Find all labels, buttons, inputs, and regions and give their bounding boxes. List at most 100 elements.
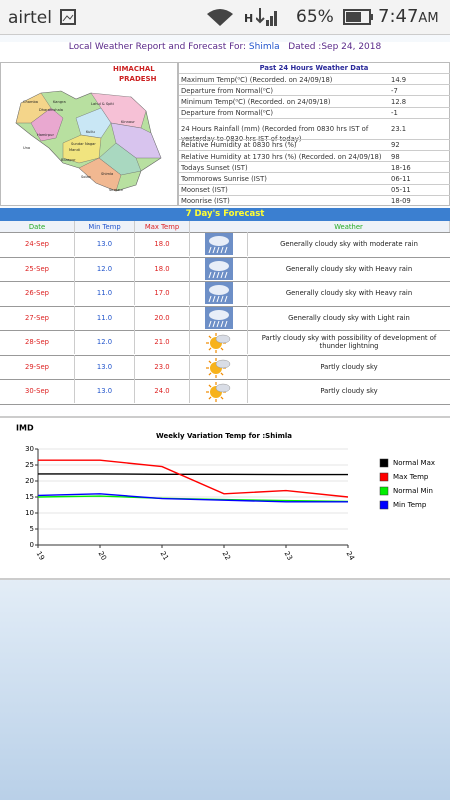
icon-ray (220, 347, 223, 351)
map-label: Hamirpur (37, 133, 54, 137)
column-header: Weather (248, 221, 450, 232)
forecast-date: 29-Sep (0, 354, 75, 379)
weather-text: Generally cloudy sky with moderate rain (280, 240, 418, 248)
past-label: Minimum Temp(⁰C) (Recorded. on 24/09/18) (181, 97, 331, 106)
legend-swatch (379, 472, 389, 482)
icon-cell (190, 305, 248, 330)
icon-cloud (208, 285, 229, 295)
legend-swatch (379, 500, 389, 510)
legend-swatch (379, 458, 389, 468)
icon-cloud (215, 383, 230, 393)
icon-ray (208, 372, 211, 375)
past-row: Maximum Temp(⁰C) (Recorded. on 24/09/18)… (179, 73, 450, 85)
y-tick-label: 25 (25, 461, 34, 469)
past-label: Moonrise (IST) (181, 197, 230, 206)
carrier: airtel (8, 8, 52, 28)
chart-panel: IMD Weekly Variation Temp for :Shimla 0 5 10… (0, 416, 450, 580)
forecast-date: 24-Sep (0, 232, 75, 256)
time: 7:47 (378, 6, 419, 27)
forecast-table: 7 Day's Forecast Date Min Temp Max Temp Wea… (0, 208, 450, 405)
past-row: Departure from Normal(⁰C) -7 (179, 84, 450, 96)
icon-rain (220, 320, 223, 327)
past-value: 92 (391, 141, 400, 150)
forecast-date: 30-Sep (0, 379, 75, 403)
past-value: 06-11 (391, 174, 411, 183)
forecast-date: 28-Sep (0, 330, 75, 354)
region (75, 107, 112, 139)
past-label: Maximum Temp(⁰C) (Recorded. on 24/09/18) (181, 75, 333, 84)
past-24-hours: Past 24 Hours Weather Data Maximum Temp(… (178, 62, 450, 206)
forecast-row: 27-Sep 11.0 20.0 Generally cloudy sky with … (0, 305, 450, 331)
map-title: PRADESH (119, 75, 157, 83)
forecast-row: 24-Sep 13.0 18.0 Generally cloudy sky with … (0, 232, 450, 258)
icon-cloud (208, 236, 229, 246)
map-title: HIMACHAL (113, 65, 155, 73)
forecast-row: 26-Sep 11.0 17.0 Generally cloudy sky with … (0, 281, 450, 307)
x-tick-label: 20 (97, 550, 108, 562)
logo-text: IMD (16, 424, 34, 433)
weather-icon (204, 282, 233, 304)
past-row: Relative Humidity at 1730 hrs (%) (Recor… (179, 150, 450, 162)
icon-cloud (208, 309, 229, 320)
chart: IMD Weekly Variation Temp for :Shimla 0 5 10… (16, 424, 435, 563)
map-label: Sirmaur (109, 188, 124, 192)
battery-percent: 65% (296, 7, 334, 27)
column-header: Date (0, 221, 75, 232)
past-value: 05-11 (391, 186, 411, 195)
gallery-icon (60, 9, 76, 25)
forecast-row: 30-Sep 13.0 24.0 Partly cloudy sky (0, 379, 450, 405)
icon-rain (216, 320, 219, 327)
column-header: Min Temp (75, 221, 135, 232)
past-value: 98 (391, 152, 400, 161)
forecast-row: 25-Sep 12.0 18.0 Generally cloudy sky with … (0, 256, 450, 282)
map-label: Kullu (86, 130, 95, 134)
y-tick-label: 10 (25, 509, 34, 517)
max-temp: 20.0 (135, 305, 190, 330)
icon-rain (220, 271, 223, 278)
header-title: Local Weather Report and Forecast For: (68, 42, 247, 52)
past-title: Past 24 Hours Weather Data (259, 64, 369, 72)
y-tick-label: 0 (30, 541, 34, 549)
icon-rain (216, 246, 219, 254)
y-tick-label: 15 (25, 493, 34, 501)
chart-title: Weekly Variation Temp for :Shimla (156, 432, 292, 440)
series-line (38, 459, 349, 498)
x-tick-label: 21 (159, 550, 170, 562)
max-temp: 17.0 (135, 281, 190, 305)
x-tick-label: 22 (221, 550, 232, 562)
past-row: Moonrise (IST) 18-09 (179, 194, 450, 207)
past-label: Moonset (IST) (181, 186, 228, 195)
x-tick-label: 19 (35, 550, 46, 562)
icon-rain (216, 271, 219, 278)
icon-rain (220, 295, 223, 303)
max-temp: 18.0 (135, 256, 190, 281)
icon-ray (220, 396, 223, 400)
icon-rain (224, 295, 227, 303)
map-label: Sundar Nagar (71, 142, 96, 146)
map-label: Solan (81, 175, 91, 179)
past-value: 14.9 (391, 75, 407, 84)
past-value: -7 (391, 86, 398, 95)
past-value: 18-16 (391, 163, 411, 172)
map-label: Mandi (69, 148, 80, 152)
map-label: Chamba (23, 100, 38, 104)
past-row: Departure from Normal(⁰C) -1 (179, 106, 450, 119)
region (30, 107, 64, 142)
dated: Dated :Sep 24, 2018 (288, 42, 382, 52)
icon-ray (208, 360, 211, 363)
icon-cloud (208, 260, 229, 271)
weather-text: Generally cloudy sky with Heavy rain (285, 289, 413, 297)
past-row: Todays Sunset (IST) 18-16 (179, 161, 450, 173)
map-panel: HIMACHAL PRADESH Chamba Kangra Lahul & Spi… (0, 62, 178, 206)
map-label: Shimla (101, 172, 113, 176)
past-row: Minimum Temp(⁰C) (Recorded. on 24/09/18)… (179, 95, 450, 107)
map-label: Kinnaur (121, 120, 135, 124)
icon-rain (208, 246, 211, 254)
icon-rain (212, 320, 215, 327)
clock: 7:47AM (378, 6, 439, 27)
icon-cell (190, 232, 248, 256)
past-label: Todays Sunset (IST) (181, 163, 248, 172)
weather-text: Partly cloudy sky (320, 387, 378, 395)
icon-cloud (215, 334, 230, 344)
region (78, 157, 122, 192)
